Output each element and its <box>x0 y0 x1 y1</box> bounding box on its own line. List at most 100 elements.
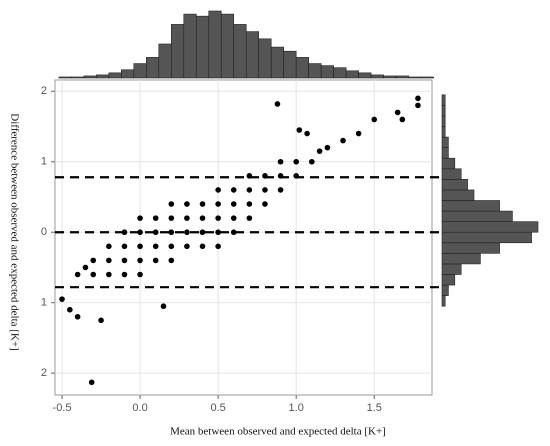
histogram-bar <box>441 284 449 296</box>
point <box>106 243 112 250</box>
histogram-bar <box>83 75 97 79</box>
histogram-bar <box>320 65 334 79</box>
histogram-bar <box>208 10 222 79</box>
point <box>215 201 221 207</box>
point <box>98 317 104 324</box>
histogram-bar <box>333 67 347 79</box>
histogram-bar <box>441 221 539 233</box>
point <box>168 201 175 207</box>
point <box>246 187 253 193</box>
point <box>230 201 237 207</box>
point <box>415 95 421 102</box>
point <box>168 229 175 236</box>
point <box>394 109 401 116</box>
point <box>59 296 65 302</box>
point <box>106 257 112 264</box>
histogram-bar <box>295 57 309 79</box>
point <box>184 229 190 236</box>
histogram-bar <box>441 126 446 138</box>
histogram-bar <box>441 253 481 265</box>
point <box>274 101 281 107</box>
histogram-bar <box>441 157 456 170</box>
histogram-bar <box>58 76 72 79</box>
point <box>152 215 159 221</box>
point <box>230 187 237 193</box>
point <box>168 243 175 250</box>
histogram-bar <box>441 295 446 307</box>
x-tick-label: 0.5 <box>210 402 225 414</box>
x-axis-label: Mean between observed and expected delta… <box>170 426 386 438</box>
histogram-bar <box>195 15 210 79</box>
point <box>246 215 253 221</box>
point <box>168 257 175 264</box>
point <box>215 187 221 193</box>
histogram-bar <box>96 74 110 79</box>
histogram-bar <box>441 94 446 106</box>
point <box>152 229 159 236</box>
point <box>399 116 406 123</box>
point <box>160 303 167 310</box>
histogram-bar <box>441 200 500 212</box>
histogram-bar <box>441 189 475 201</box>
histogram-bar <box>121 69 135 79</box>
point <box>230 215 237 221</box>
point <box>355 130 362 137</box>
point <box>199 243 206 250</box>
point <box>121 271 128 278</box>
y-axis-label: Difference between observed and expected… <box>8 113 20 351</box>
point <box>90 271 97 278</box>
x-tick-label: 0.0 <box>132 402 147 414</box>
histogram-bar <box>133 63 147 79</box>
point <box>215 215 221 221</box>
point <box>82 264 89 271</box>
point <box>152 257 159 264</box>
histogram-bar <box>370 74 384 79</box>
point <box>415 102 421 109</box>
y-tick-label: 1 <box>41 297 47 309</box>
x-tick-label: 1.5 <box>367 402 382 414</box>
point <box>137 257 143 264</box>
histogram-bar <box>441 179 468 191</box>
point <box>230 229 237 236</box>
y-tick-label: 2 <box>41 85 47 97</box>
point <box>184 243 190 250</box>
point <box>293 158 299 165</box>
histogram-bar <box>441 242 500 254</box>
point <box>121 243 128 250</box>
point <box>340 137 346 144</box>
point <box>246 201 253 207</box>
point <box>121 229 128 236</box>
histogram-bar <box>108 72 122 79</box>
panel <box>54 79 433 396</box>
point <box>304 130 310 137</box>
histogram-bar <box>420 76 434 79</box>
point <box>137 215 143 221</box>
point <box>168 215 175 221</box>
histogram-bar <box>441 263 462 275</box>
y-tick-label: 1 <box>41 156 47 168</box>
point <box>137 243 143 250</box>
point <box>316 148 323 154</box>
y-tick-label: 0 <box>41 226 47 238</box>
histogram-bar <box>408 76 422 79</box>
histogram-bar <box>383 75 397 79</box>
point <box>184 215 190 221</box>
histogram-bar <box>441 105 446 117</box>
histogram-bar <box>146 57 160 79</box>
point <box>324 144 331 151</box>
point <box>88 379 95 386</box>
histogram-bar <box>441 231 532 244</box>
point <box>371 116 378 123</box>
histogram-bar <box>183 13 197 79</box>
histogram-bar <box>258 38 272 79</box>
histogram-bar <box>441 168 462 180</box>
x-tick-label: 1.0 <box>289 402 304 414</box>
histogram-bar <box>441 147 449 159</box>
point <box>215 243 221 250</box>
point <box>67 306 73 313</box>
point <box>199 201 206 207</box>
point <box>262 201 268 207</box>
point <box>199 229 206 236</box>
y-tick-label: 2 <box>41 367 47 379</box>
